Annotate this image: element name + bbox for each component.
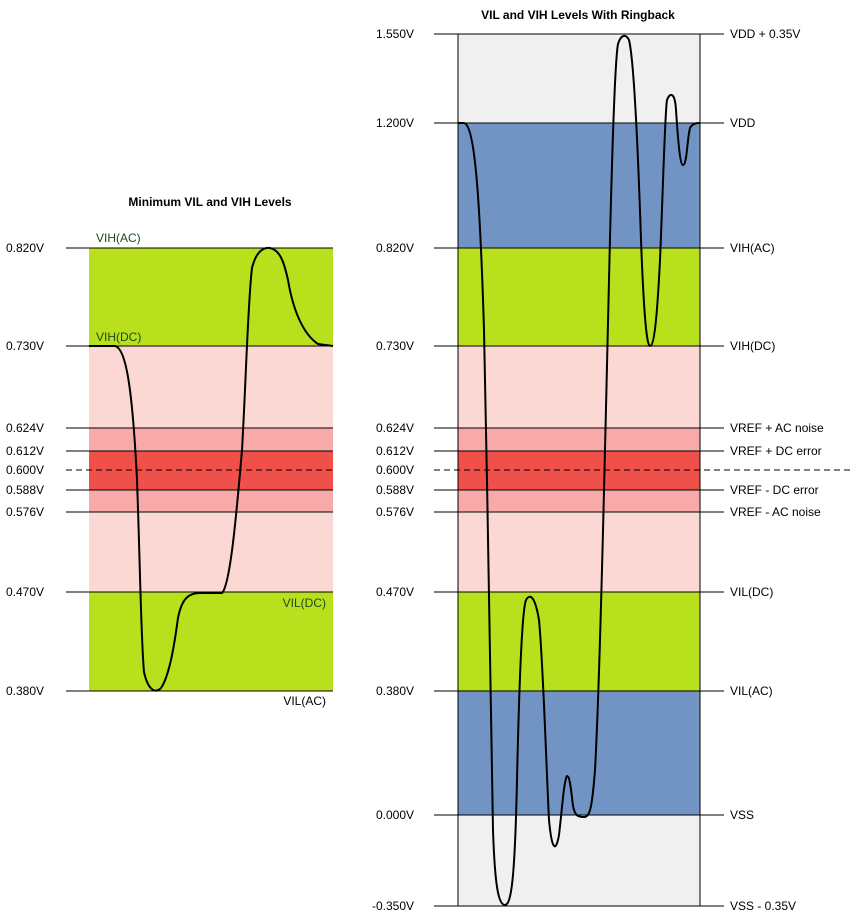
left-vil-ac-label: VIL(AC) bbox=[283, 694, 326, 708]
right-level-name: VIL(DC) bbox=[730, 585, 773, 599]
left-level-label: 0.576V bbox=[6, 505, 44, 519]
right-panel: VIL and VIH Levels With Ringback bbox=[372, 8, 850, 913]
left-transition-lower-band bbox=[89, 512, 333, 592]
left-level-label: 0.588V bbox=[6, 483, 44, 497]
left-transition-upper-band bbox=[89, 346, 333, 428]
left-ac-noise-upper-band bbox=[89, 428, 333, 451]
left-level-label: 0.470V bbox=[6, 585, 44, 599]
right-overshoot-band bbox=[458, 34, 700, 123]
right-level-name: VSS bbox=[730, 808, 754, 822]
right-vss-band bbox=[458, 691, 700, 815]
right-vil-band bbox=[458, 592, 700, 691]
right-vdd-band bbox=[458, 123, 700, 248]
right-transition-lower-band bbox=[458, 512, 700, 592]
left-level-label: 0.380V bbox=[6, 684, 44, 698]
right-level-name: VREF + DC error bbox=[730, 444, 822, 458]
right-waveform bbox=[458, 34, 701, 907]
left-vih-dc-label: VIH(DC) bbox=[96, 330, 141, 344]
right-level-name: VDD bbox=[730, 116, 756, 130]
right-transition-upper-band bbox=[458, 346, 700, 428]
right-level-label: 0.624V bbox=[376, 421, 414, 435]
left-vil-band bbox=[89, 592, 333, 691]
right-level-label: 0.588V bbox=[376, 483, 414, 497]
left-panel: Minimum VIL and VIH Levels 0.820V 0.730V… bbox=[6, 195, 334, 708]
left-level-label: 0.600V bbox=[6, 463, 44, 477]
left-waveform bbox=[89, 246, 334, 692]
left-ac-noise-lower-band bbox=[89, 490, 333, 512]
left-level-label: 0.612V bbox=[6, 444, 44, 458]
left-title: Minimum VIL and VIH Levels bbox=[128, 195, 291, 209]
right-level-name: VREF + AC noise bbox=[730, 421, 824, 435]
right-level-label: 0.000V bbox=[376, 808, 414, 822]
right-level-label: 0.576V bbox=[376, 505, 414, 519]
right-level-name: VDD + 0.35V bbox=[730, 27, 800, 41]
right-level-label: 1.200V bbox=[376, 116, 414, 130]
right-ac-noise-lower-band bbox=[458, 490, 700, 512]
right-level-label: -0.350V bbox=[372, 899, 414, 913]
left-level-label: 0.624V bbox=[6, 421, 44, 435]
right-level-name: VIH(DC) bbox=[730, 339, 775, 353]
right-level-name: VIL(AC) bbox=[730, 684, 773, 698]
left-vih-ac-label: VIH(AC) bbox=[96, 231, 141, 245]
right-level-label: 0.600V bbox=[376, 463, 414, 477]
left-level-label: 0.820V bbox=[6, 241, 44, 255]
right-level-name: VREF - AC noise bbox=[730, 505, 821, 519]
right-level-name: VIH(AC) bbox=[730, 241, 775, 255]
right-level-label: 0.820V bbox=[376, 241, 414, 255]
right-level-label: 0.380V bbox=[376, 684, 414, 698]
right-vih-band bbox=[458, 248, 700, 346]
left-level-label: 0.730V bbox=[6, 339, 44, 353]
left-vil-dc-label: VIL(DC) bbox=[283, 596, 326, 610]
right-level-name: VSS - 0.35V bbox=[730, 899, 796, 913]
right-title: VIL and VIH Levels With Ringback bbox=[481, 8, 675, 22]
right-level-label: 0.730V bbox=[376, 339, 414, 353]
right-level-label: 0.612V bbox=[376, 444, 414, 458]
right-level-label: 1.550V bbox=[376, 27, 414, 41]
right-level-label: 0.470V bbox=[376, 585, 414, 599]
right-ac-noise-upper-band bbox=[458, 428, 700, 451]
right-level-name: VREF - DC error bbox=[730, 483, 819, 497]
